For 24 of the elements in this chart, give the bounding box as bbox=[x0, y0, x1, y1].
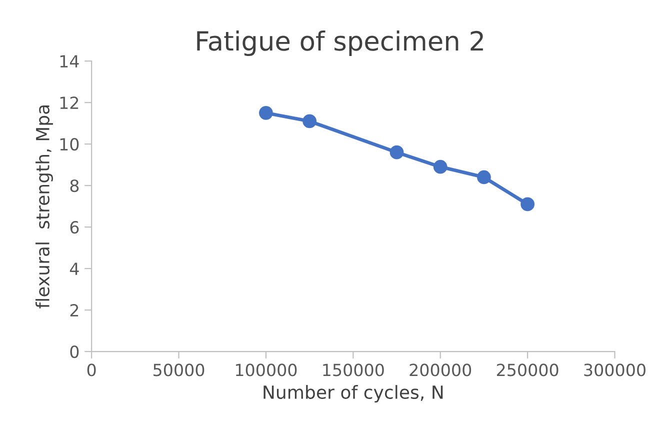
y-tick-label: 12 bbox=[60, 96, 78, 109]
y-tick-label: 14 bbox=[60, 55, 79, 68]
x-tick-label: 50000 bbox=[154, 364, 204, 376]
point bbox=[477, 170, 491, 184]
y-tick-label: 6 bbox=[70, 221, 79, 234]
point bbox=[259, 106, 273, 120]
x-tick-label: 100000 bbox=[236, 364, 297, 376]
point bbox=[302, 114, 317, 128]
point bbox=[433, 160, 448, 174]
y-tick-label: 8 bbox=[70, 180, 79, 192]
point bbox=[520, 197, 535, 212]
x-tick-label: 200000 bbox=[410, 364, 472, 376]
point bbox=[390, 145, 404, 160]
y-tick-label: 4 bbox=[70, 262, 79, 275]
x-tick-label: 0 bbox=[87, 364, 96, 376]
x-axis-title: Number of cycles, N bbox=[264, 385, 443, 402]
y-tick-label: 10 bbox=[60, 138, 79, 151]
y-tick-label: 2 bbox=[70, 304, 78, 316]
x-tick-label: 300000 bbox=[584, 364, 646, 376]
y-axis-title: flexural strength, Mpa bbox=[36, 105, 53, 308]
x-tick-label: 150000 bbox=[323, 364, 384, 376]
x-tick-label: 250000 bbox=[496, 364, 558, 376]
y-tick-label: 0 bbox=[70, 345, 79, 358]
chart-title: Fatigue of specimen 2 bbox=[197, 30, 483, 56]
